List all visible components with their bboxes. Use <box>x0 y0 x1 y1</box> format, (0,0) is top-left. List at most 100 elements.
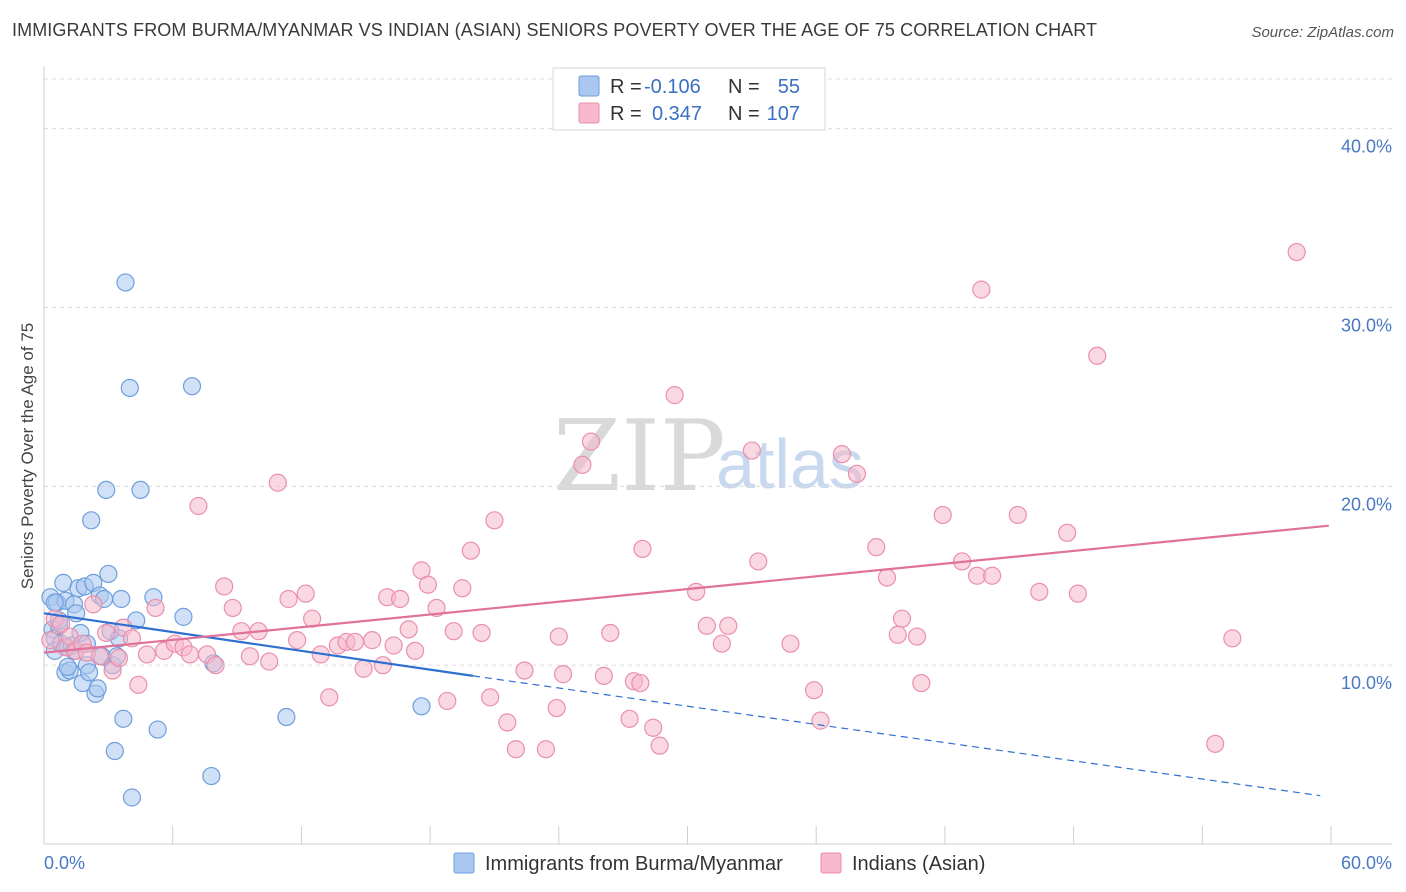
x-tick-label-max: 60.0% <box>1341 853 1392 873</box>
bottom-legend-label-indian: Indians (Asian) <box>852 853 985 875</box>
indian-point <box>444 622 463 641</box>
indian-point <box>549 627 568 646</box>
source-credit: Source: ZipAtlas.com <box>1251 24 1394 41</box>
indian-point <box>215 577 234 596</box>
indian-point <box>472 623 491 643</box>
burma-point <box>120 378 139 398</box>
legend-r-value-burma: -0.106 <box>644 76 701 98</box>
indian-point <box>1287 242 1306 262</box>
correlation-legend: R = -0.106 N = 55 R = 0.347 N = 107 <box>552 67 826 131</box>
indian-point <box>1088 346 1107 365</box>
legend-n-value-indian: 107 <box>767 103 800 125</box>
indian-point <box>594 666 613 685</box>
indian-point <box>547 698 566 718</box>
indian-trend-line <box>43 524 1329 654</box>
legend-swatch-burma <box>578 75 600 97</box>
legend-n-label-indian: N = <box>728 103 760 125</box>
indian-point <box>697 616 716 635</box>
indian-point <box>553 665 573 684</box>
burma-point <box>277 707 296 727</box>
burma-point <box>182 377 202 396</box>
indian-point <box>97 623 116 643</box>
y-tick-label: 30.0% <box>1341 315 1392 335</box>
indian-point <box>498 713 517 732</box>
burma-point <box>202 766 221 786</box>
indian-point <box>832 445 852 464</box>
indian-point <box>811 711 830 730</box>
indian-point <box>354 659 373 678</box>
indian-point <box>912 673 931 693</box>
y-tick-label: 40.0% <box>1341 137 1392 157</box>
indian-point <box>888 625 907 644</box>
burma-point <box>122 788 142 807</box>
indian-point <box>506 740 526 759</box>
indian-point <box>320 688 339 707</box>
indian-point <box>84 595 103 614</box>
indian-point <box>373 656 393 675</box>
indian-point <box>781 634 800 653</box>
indian-point <box>719 616 738 635</box>
y-tick-label: 10.0% <box>1341 673 1392 693</box>
axes <box>43 66 1392 845</box>
indian-point <box>644 718 663 737</box>
indian-point <box>223 598 242 618</box>
indian-point <box>804 681 824 700</box>
indian-point <box>453 579 472 598</box>
burma-point <box>79 663 99 682</box>
legend-r-label-indian: R = <box>610 103 642 125</box>
indian-point <box>515 661 534 680</box>
indian-point <box>90 647 109 666</box>
burma-point <box>112 589 131 609</box>
indian-point <box>972 280 991 299</box>
burma-point <box>97 480 116 500</box>
indian-point <box>109 648 129 668</box>
burma-point <box>105 741 124 761</box>
legend-n-value-burma: 55 <box>778 76 800 98</box>
indian-point <box>877 568 897 587</box>
indian-point <box>418 575 438 594</box>
indian-point <box>129 675 148 694</box>
indian-point <box>686 582 706 601</box>
indian-point <box>933 505 952 525</box>
indian-point <box>573 455 592 474</box>
burma-point <box>45 593 64 612</box>
legend-r-label-burma: R = <box>610 76 642 98</box>
indian-point <box>1068 584 1087 603</box>
indian-point <box>180 645 199 664</box>
indian-point <box>296 584 315 603</box>
burma-point <box>148 720 167 739</box>
indian-point <box>485 511 504 530</box>
legend-r-value-indian: 0.347 <box>652 103 702 125</box>
indian-point <box>907 627 927 646</box>
burma-point <box>412 697 431 716</box>
indian-point <box>232 622 251 641</box>
legend-swatch-indian <box>578 102 600 124</box>
y-tick-label: 20.0% <box>1341 494 1392 514</box>
indian-point <box>427 598 446 618</box>
bottom-legend-swatch-burma <box>453 852 475 874</box>
indian-point <box>1008 505 1027 525</box>
watermark-atlas: atlas <box>716 425 864 503</box>
indian-point <box>1030 582 1049 601</box>
burma-points <box>41 273 431 807</box>
burma-trend-extension <box>472 675 1321 797</box>
indian-point <box>345 632 365 652</box>
indian-point <box>1206 734 1225 753</box>
bottom-legend-swatch-indian <box>820 852 842 874</box>
series-legend: Immigrants from Burma/Myanmar Indians (A… <box>453 852 985 875</box>
x-tick-label-min: 0.0% <box>44 853 85 873</box>
indian-point <box>481 688 500 707</box>
indian-point <box>363 631 382 650</box>
indian-point <box>867 538 886 557</box>
indian-point <box>137 645 157 664</box>
indian-point <box>41 631 60 650</box>
indian-point <box>650 736 669 755</box>
trend-lines <box>43 524 1329 797</box>
indian-point <box>279 589 298 609</box>
indian-point <box>847 464 867 483</box>
indian-point <box>461 541 480 560</box>
indian-point <box>665 386 684 405</box>
burma-point <box>174 607 193 626</box>
burma-point <box>88 679 107 698</box>
